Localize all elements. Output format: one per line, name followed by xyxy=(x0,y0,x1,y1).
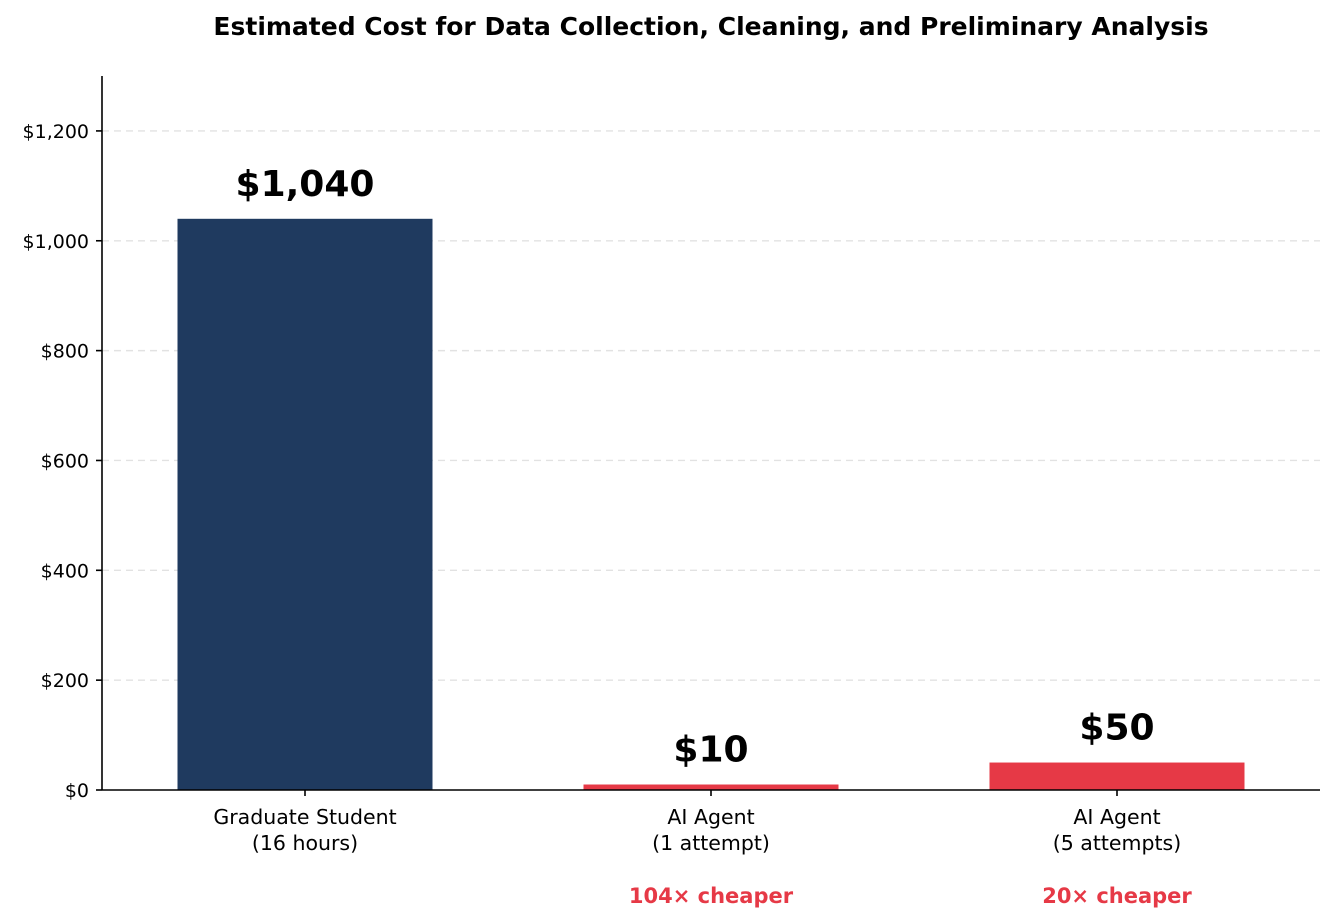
y-tick-label: $1,200 xyxy=(23,121,89,143)
x-tick-label-line: Graduate Student xyxy=(213,805,396,829)
y-tick-label: $800 xyxy=(41,341,89,363)
x-tick-label: Graduate Student (16 hours) xyxy=(213,805,396,855)
savings-annotation: 20× cheaper xyxy=(1042,884,1192,908)
labels: $0 $200 $400 $600 $800 $1,000 $1,200 $1,040 $10 $… xyxy=(23,121,1193,908)
x-tick-label: AI Agent (1 attempt) xyxy=(652,805,770,855)
gridlines xyxy=(102,130,1320,681)
x-tick-label-line: (5 attempts) xyxy=(1053,831,1182,855)
y-tick-label: $1,000 xyxy=(23,231,89,253)
x-tick-label: AI Agent (5 attempts) xyxy=(1053,805,1182,855)
x-tick-label-line: (16 hours) xyxy=(252,831,358,855)
savings-annotation: 104× cheaper xyxy=(629,884,794,908)
chart-title: Estimated Cost for Data Collection, Clea… xyxy=(213,12,1208,41)
x-tick-label-line: (1 attempt) xyxy=(652,831,770,855)
bar xyxy=(583,784,839,790)
x-tick-label-line: AI Agent xyxy=(667,805,754,829)
bar-value-label: $1,040 xyxy=(236,164,375,205)
axes xyxy=(96,76,1320,796)
bars xyxy=(177,218,1245,791)
y-tick-label: $200 xyxy=(41,670,89,692)
bar-value-label: $10 xyxy=(673,730,748,771)
y-tick-label: $0 xyxy=(65,780,89,802)
bar xyxy=(989,762,1245,790)
bar-value-label: $50 xyxy=(1079,708,1154,749)
y-tick-label: $600 xyxy=(41,450,89,472)
bar xyxy=(177,218,433,791)
y-tick-label: $400 xyxy=(41,560,89,582)
x-tick-label-line: AI Agent xyxy=(1073,805,1160,829)
